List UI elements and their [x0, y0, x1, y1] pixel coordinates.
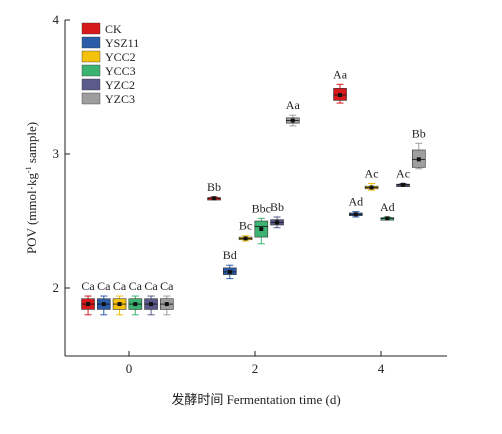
significance-letter: Ac [396, 166, 410, 180]
box-ck [81, 295, 95, 316]
box-yzc3 [285, 114, 300, 127]
y-axis-title-tail: sample) [24, 122, 39, 166]
box-ycc3 [254, 217, 269, 245]
legend-swatch [81, 50, 101, 63]
mean-marker [117, 302, 122, 307]
significance-letter: Ac [365, 166, 379, 180]
significance-letter: Bbc [252, 201, 271, 215]
mean-marker [149, 302, 154, 307]
mean-marker [275, 220, 280, 225]
mean-marker [227, 269, 232, 274]
legend-label: YZC2 [105, 78, 135, 92]
mean-marker [86, 302, 91, 307]
legend-label: YCC3 [105, 64, 136, 78]
significance-letter: Bd [223, 248, 237, 262]
x-axis-title: 发酵时间 Fermentation time (d) [171, 392, 340, 407]
mean-marker [164, 302, 169, 307]
legend-item-ycc2: YCC2 [81, 50, 136, 64]
mean-marker [133, 302, 138, 307]
box-ycc3 [380, 216, 395, 221]
legend-item-yzc3: YZC3 [81, 92, 135, 106]
legend-label: YSZ11 [105, 36, 139, 50]
legend-label: CK [105, 22, 122, 36]
y-tick-label: 4 [53, 12, 60, 27]
significance-letter: Bc [239, 219, 252, 233]
legend-item-ck: CK [81, 22, 122, 36]
mean-marker [101, 302, 106, 307]
box-ck [207, 196, 221, 201]
y-tick-label: 2 [53, 280, 60, 295]
box-yzc2 [396, 182, 410, 187]
box-ysz11 [97, 295, 111, 316]
box-yzc2 [144, 295, 158, 316]
significance-letter: Ca [144, 279, 158, 293]
legend-swatch [81, 92, 101, 105]
legend-item-yzc2: YZC2 [81, 78, 135, 92]
box-ycc3 [128, 295, 143, 316]
y-axis-title-sup: -1 [24, 166, 33, 173]
x-tick-label: 0 [126, 361, 133, 376]
legend-item-ycc3: YCC3 [81, 64, 136, 78]
box-yzc3 [160, 295, 174, 316]
mean-marker [290, 118, 295, 123]
y-axis-title-main: POV (mmol·kg [24, 173, 39, 255]
significance-letter: Bb [270, 200, 284, 214]
significance-letter: Ad [348, 195, 363, 209]
mean-marker [385, 216, 390, 221]
y-tick-label: 3 [53, 146, 60, 161]
significance-letter: Ad [380, 200, 395, 214]
significance-letter: Bb [207, 180, 221, 194]
y-axis-title: POV (mmol·kg-1 sample) [24, 122, 39, 254]
significance-letter: Ca [81, 279, 95, 293]
box-ysz11 [223, 264, 237, 280]
x-ticks: 0 2 4 [126, 351, 385, 376]
significance-letter: Ca [97, 279, 111, 293]
box-ycc2 [364, 182, 379, 191]
mean-marker [401, 182, 406, 187]
box-ck [333, 83, 347, 104]
mean-marker [353, 212, 358, 217]
y-ticks: 2 3 4 [53, 12, 70, 295]
legend-label: YCC2 [105, 50, 136, 64]
mean-marker [416, 157, 421, 162]
x-tick-label: 4 [378, 361, 385, 376]
significance-letter: Aa [333, 67, 348, 81]
legend-item-ysz11: YSZ11 [81, 36, 139, 50]
box-yzc2 [270, 216, 284, 229]
box-ycc2 [112, 295, 127, 316]
x-tick-label: 2 [252, 361, 259, 376]
mean-marker [369, 185, 374, 190]
mean-marker [212, 196, 217, 201]
significance-letter: Ca [160, 279, 174, 293]
significance-letter: Bb [412, 126, 426, 140]
legend-label: YZC3 [105, 92, 135, 106]
significance-letter: Ca [129, 279, 143, 293]
significance-letter: Ca [113, 279, 127, 293]
mean-marker [259, 227, 264, 232]
significance-letter: Aa [286, 98, 301, 112]
legend-swatch [81, 78, 101, 91]
boxes [81, 83, 426, 316]
mean-marker [243, 236, 248, 241]
legend-swatch [81, 64, 101, 77]
box-ycc2 [238, 235, 253, 242]
legend-swatch [81, 22, 101, 35]
box-ysz11 [348, 211, 363, 218]
box-yzc3 [411, 142, 426, 170]
legend-swatch [81, 36, 101, 49]
mean-marker [338, 93, 343, 98]
